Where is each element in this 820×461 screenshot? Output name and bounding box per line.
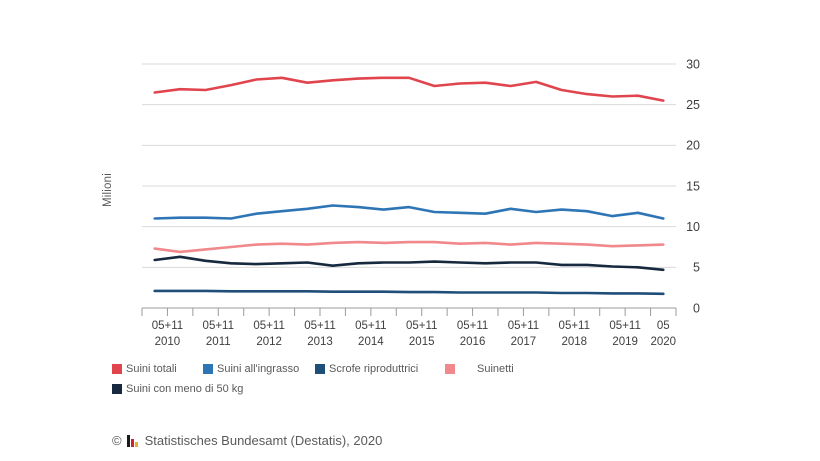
x-tick-label-year: 2017: [511, 336, 537, 348]
x-tick-label-months: 05+11: [406, 320, 437, 332]
x-tick-label-months: 05+11: [355, 320, 386, 332]
x-tick-label-months: 05+11: [203, 320, 234, 332]
legend-swatch-icon: [445, 364, 455, 374]
legend-item-suini-con-meno-di-50-kg: Suini con meno di 50 kg: [112, 383, 243, 395]
copyright-symbol: ©: [112, 433, 122, 448]
y-tick-label: 30: [686, 57, 700, 71]
series-line-suini-all-ingrasso: [153, 204, 665, 220]
x-tick-label-year: 2018: [561, 336, 587, 348]
legend-item-scrofe-riproduttrici: Scrofe riproduttrici: [315, 363, 418, 375]
x-tick-label-year: 2016: [460, 336, 486, 348]
x-tick-label-months: 05+11: [457, 320, 488, 332]
y-tick-label: 20: [686, 139, 700, 153]
destatis-logo-icon: [126, 434, 139, 447]
x-tick-label-year: 2010: [155, 336, 181, 348]
x-tick-label-months: 05+11: [152, 320, 183, 332]
x-tick-label-year: 2015: [409, 336, 435, 348]
x-tick-label-months: 05+11: [253, 320, 284, 332]
y-tick-label: 15: [686, 179, 700, 193]
x-tick-label-months: 05+11: [559, 320, 590, 332]
y-axis-title: Milioni: [102, 173, 114, 207]
series-line-suini-totali: [153, 76, 665, 102]
series-line-suinetti: [153, 240, 665, 254]
x-tick-label-year: 2020: [650, 336, 676, 348]
source-attribution: © Statistisches Bundesamt (Destatis), 20…: [112, 433, 382, 448]
y-tick-label: 25: [686, 98, 700, 112]
legend-label: Suinetti: [477, 363, 514, 375]
series-line-scrofe-riproduttrici: [153, 289, 665, 296]
legend-item-suini-totali: Suini totali: [112, 363, 177, 375]
legend-label: Scrofe riproduttrici: [329, 363, 419, 375]
legend-item-suinetti: Suinetti: [445, 363, 514, 375]
x-tick-label-year: 2011: [206, 336, 231, 348]
x-tick-label-months: 05: [657, 320, 670, 332]
x-tick-label-months: 05+11: [609, 320, 640, 332]
legend-label: Suini totali: [126, 363, 177, 375]
x-tick-label-year: 2012: [256, 336, 282, 348]
legend-swatch-icon: [112, 384, 122, 394]
x-tick-label-months: 05+11: [304, 320, 335, 332]
source-text: Statistisches Bundesamt (Destatis), 2020: [144, 433, 383, 448]
x-tick-label-year: 2014: [358, 336, 384, 348]
y-tick-label: 10: [686, 220, 700, 234]
legend-item-suini-all-ingrasso: Suini all'ingrasso: [203, 363, 299, 375]
x-tick-label-months: 05+11: [508, 320, 539, 332]
series-line-suini-con-meno-di-50-kg: [153, 255, 665, 272]
legend-label: Suini con meno di 50 kg: [126, 383, 244, 395]
legend-label: Suini all'ingrasso: [217, 363, 300, 375]
y-tick-label: 0: [693, 301, 700, 315]
x-tick-label-year: 2019: [612, 336, 638, 348]
legend-swatch-icon: [203, 364, 213, 374]
y-tick-label: 5: [693, 261, 700, 275]
legend-swatch-icon: [112, 364, 122, 374]
legend-swatch-icon: [315, 364, 325, 374]
x-tick-label-year: 2013: [307, 336, 333, 348]
